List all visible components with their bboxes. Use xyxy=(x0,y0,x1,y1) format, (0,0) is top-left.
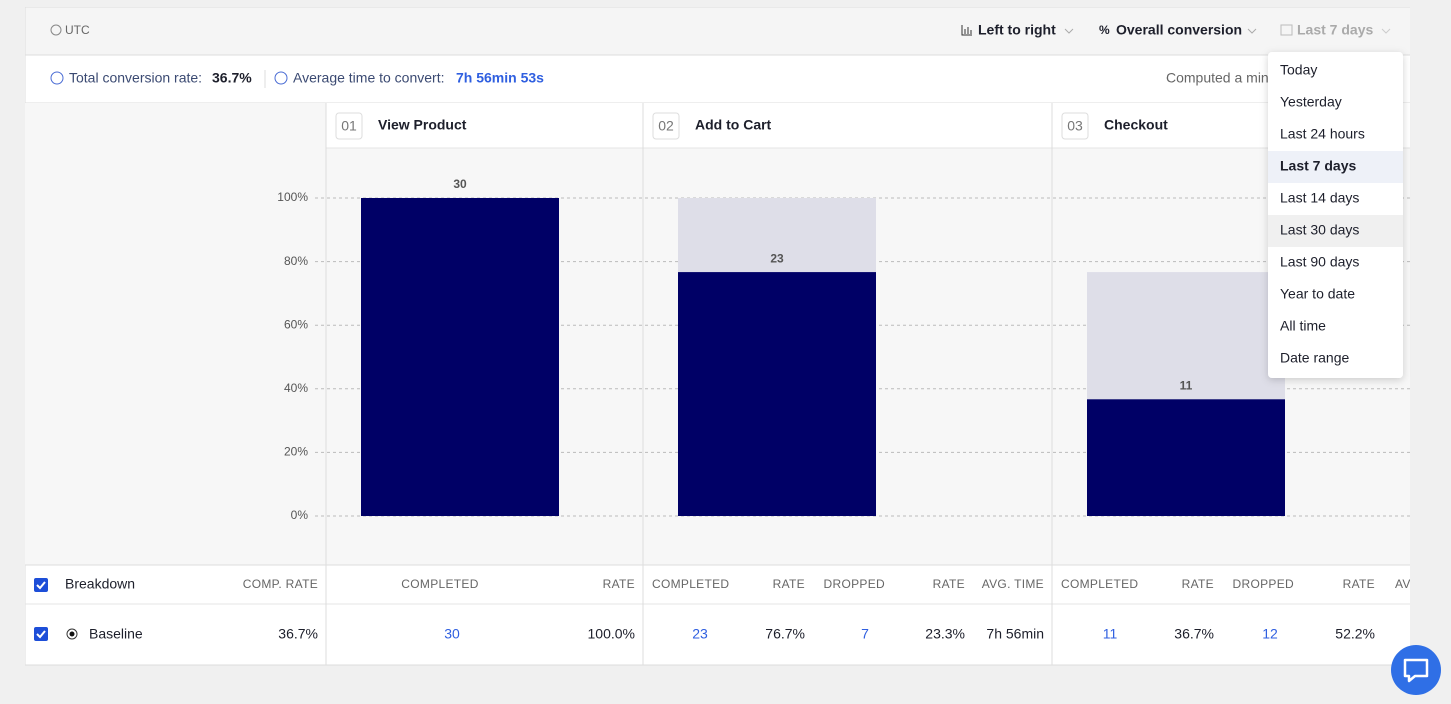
count-label: 30 xyxy=(453,177,467,191)
count-link[interactable]: 23 xyxy=(692,626,708,642)
cell: 36.7% xyxy=(1174,626,1214,642)
column-header: RATE xyxy=(603,577,635,591)
step-number-box xyxy=(335,112,363,140)
total-value: 36.7% xyxy=(212,70,252,86)
timezone: UTC xyxy=(65,23,90,37)
step-name: Add to Cart xyxy=(695,117,772,133)
selected-highlight xyxy=(1268,151,1403,183)
column-header: COMPLETED xyxy=(401,577,478,591)
cell: 52.2% xyxy=(1335,626,1375,642)
step-number-box xyxy=(1061,112,1089,140)
cell: 23.3% xyxy=(925,626,965,642)
column-header: DROPPED xyxy=(1233,577,1294,591)
info-icon xyxy=(274,71,288,85)
y-tick-label: 80% xyxy=(284,254,308,268)
avg-value: 7h 56min 53s xyxy=(456,70,544,86)
date-select[interactable]: Last 7 days xyxy=(1297,22,1373,38)
column-header: RATE xyxy=(773,577,805,591)
card: 0% 20% 40% 60% 80% 100% 01 View Product 30 02 Add … xyxy=(25,7,1411,666)
count-label: 11 xyxy=(1180,378,1193,392)
cell: 76.7% xyxy=(765,626,805,642)
hover-highlight xyxy=(1268,215,1403,247)
step-name: View Product xyxy=(378,117,467,133)
chevron xyxy=(1064,28,1074,34)
y-tick-label: 100% xyxy=(277,190,308,204)
chevron xyxy=(1247,28,1257,34)
column-header: Breakdown xyxy=(65,576,135,592)
chat-button[interactable] xyxy=(1391,645,1441,695)
bar xyxy=(361,198,559,516)
dropdown-option[interactable]: Last 90 days xyxy=(1280,254,1359,270)
column-header: AVG. TIME xyxy=(982,577,1044,591)
checkbox[interactable] xyxy=(34,627,48,641)
step-number: 01 xyxy=(341,118,357,134)
bar xyxy=(678,272,876,516)
avg-label: Average time to convert: xyxy=(293,70,444,86)
dropdown-option[interactable]: Today xyxy=(1280,62,1317,78)
count-link[interactable]: 12 xyxy=(1262,626,1278,642)
y-tick-label: 40% xyxy=(284,381,308,395)
chart-icon xyxy=(961,25,972,36)
total-label: Total conversion rate: xyxy=(69,70,202,86)
count-link[interactable]: 11 xyxy=(1103,626,1118,642)
calendar-icon xyxy=(1280,24,1293,36)
column-header: AV xyxy=(1395,577,1411,591)
dropdown-option[interactable]: Yesterday xyxy=(1280,94,1342,110)
column-header: COMPLETED xyxy=(652,577,729,591)
column-header: COMP. RATE xyxy=(243,577,318,591)
step-number-box xyxy=(652,112,680,140)
dropdown-option[interactable]: Last 14 days xyxy=(1280,190,1359,206)
dropdown-option[interactable]: Last 7 days xyxy=(1280,158,1356,174)
y-tick-label: 60% xyxy=(284,317,308,331)
column-header: RATE xyxy=(1182,577,1214,591)
cell: 100.0% xyxy=(588,626,635,642)
step-name: Checkout xyxy=(1104,117,1168,133)
dropdown-option[interactable]: Date range xyxy=(1280,350,1349,366)
chevron xyxy=(1381,28,1391,34)
dropdown-option[interactable]: Last 24 hours xyxy=(1280,126,1365,142)
dropdown-option[interactable]: Year to date xyxy=(1280,286,1355,302)
computed-note: Computed a min xyxy=(1166,70,1269,86)
toolbar xyxy=(25,7,1410,56)
column-header: RATE xyxy=(1343,577,1375,591)
y-tick-label: 0% xyxy=(291,508,309,522)
column-header: COMPLETED xyxy=(1061,577,1138,591)
funnel-chart: 0% 20% 40% 60% 80% 100% 01 View Product 30 02 Add … xyxy=(277,112,1410,522)
cell: Baseline xyxy=(89,626,143,642)
globe-icon xyxy=(50,24,62,36)
dropdown-option[interactable]: All time xyxy=(1280,318,1326,334)
cell: 36.7% xyxy=(278,626,318,642)
y-tick-label: 20% xyxy=(284,445,308,459)
table: Breakdown COMP. RATE COMPLETED RATE COMPLETE… xyxy=(65,576,1411,642)
count-link[interactable]: 7 xyxy=(861,626,869,642)
date-dropdown: Today Yesterday Last 24 hours Last 7 days La… xyxy=(1268,52,1403,378)
column-header: RATE xyxy=(933,577,965,591)
conversion-select[interactable]: Overall conversion xyxy=(1116,22,1242,38)
dropdown-option[interactable]: Last 30 days xyxy=(1280,222,1359,238)
cell: 7h 56min xyxy=(986,626,1044,642)
checkbox[interactable] xyxy=(34,578,48,592)
step-number: 02 xyxy=(658,118,674,134)
info-icon xyxy=(50,71,64,85)
count-link[interactable]: 30 xyxy=(444,626,460,642)
percent-icon: % xyxy=(1099,23,1110,37)
bar xyxy=(1087,399,1285,516)
step-number: 03 xyxy=(1067,118,1083,134)
column-header: DROPPED xyxy=(824,577,885,591)
direction-select[interactable]: Left to right xyxy=(978,22,1056,38)
count-label: 23 xyxy=(770,251,784,265)
